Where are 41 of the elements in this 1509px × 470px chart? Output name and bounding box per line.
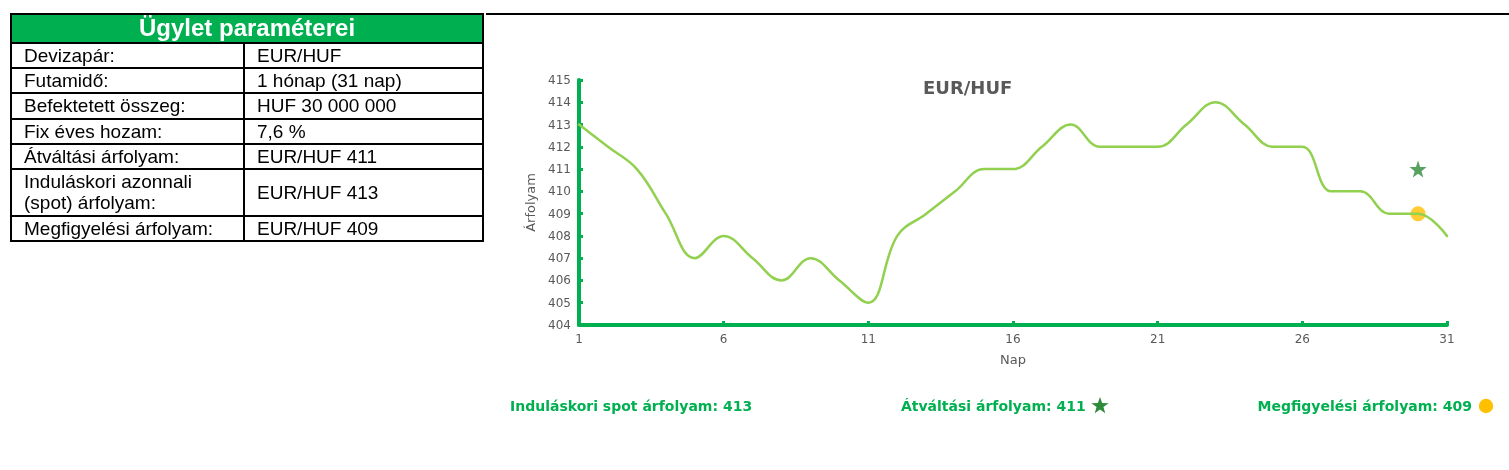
text: HUF 30 000 000 bbox=[244, 93, 483, 119]
y-tick-label: 404 bbox=[548, 318, 571, 332]
y-tick-label: 405 bbox=[548, 295, 571, 310]
text: Megfigyelési árfolyam: bbox=[11, 215, 244, 241]
text: Befektetett összeg: bbox=[11, 93, 244, 119]
text: Ügylet paraméterei bbox=[11, 14, 483, 43]
text: Fix éves hozam: bbox=[11, 118, 244, 144]
y-tick-label: 407 bbox=[548, 251, 571, 266]
text: Induláskori spot árfolyam: 413 bbox=[510, 397, 753, 415]
x-tick-label: 31 bbox=[1439, 332, 1455, 346]
x-tick-label: 21 bbox=[1150, 332, 1166, 346]
x-tick-label: 16 bbox=[1005, 332, 1021, 346]
text: EUR/HUF 411 bbox=[244, 143, 483, 170]
text: Induláskori azonnali (spot) árfolyam: bbox=[11, 169, 244, 216]
text: EUR/HUF 409 bbox=[244, 215, 483, 241]
text: 1 hónap (31 nap) bbox=[244, 68, 483, 94]
x-tick-label: 11 bbox=[860, 332, 876, 346]
y-tick-label: 406 bbox=[548, 273, 571, 288]
text: 7,6 % bbox=[244, 118, 483, 144]
chart-title: EUR/HUF bbox=[923, 76, 1013, 98]
x-axis-title: Nap bbox=[1000, 352, 1026, 367]
text: Átváltási árfolyam: bbox=[11, 143, 244, 170]
x-tick-label: 26 bbox=[1294, 332, 1310, 346]
text: EUR/HUF 413 bbox=[244, 169, 483, 216]
line-series bbox=[577, 101, 1449, 304]
text: Futamidő: bbox=[11, 68, 244, 94]
y-tick-label: 411 bbox=[548, 162, 571, 177]
text: EUR/HUF bbox=[244, 42, 483, 69]
y-tick-label: 413 bbox=[548, 117, 571, 132]
y-tick-label: 414 bbox=[548, 95, 571, 110]
text: Devizapár: bbox=[11, 42, 244, 69]
y-tick-label: 415 bbox=[548, 73, 571, 87]
x-tick-label: 1 bbox=[575, 332, 583, 346]
y-tick-label: 410 bbox=[548, 184, 571, 199]
y-tick-label: 408 bbox=[548, 228, 571, 243]
y-tick-label: 409 bbox=[548, 206, 571, 221]
x-tick-label: 6 bbox=[719, 332, 728, 346]
legend-label: Megfigyelési árfolyam: 409 bbox=[1257, 398, 1472, 414]
y-axis-title: Árfolyam bbox=[523, 173, 539, 232]
y-tick-label: 412 bbox=[548, 139, 571, 154]
legend-label: Átváltási árfolyam: 411 bbox=[900, 398, 1086, 414]
